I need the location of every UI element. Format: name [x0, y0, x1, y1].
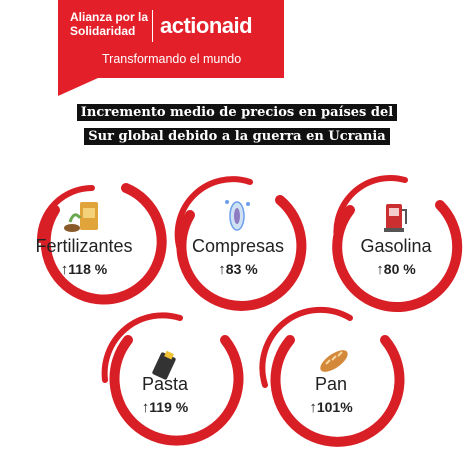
ring-gasolina [332, 175, 463, 313]
item-value: ↑101% [309, 399, 353, 416]
ring-compresas [174, 176, 307, 311]
ring-pan [259, 306, 405, 447]
fertilizer-icon [64, 202, 98, 232]
item-pan: Pan ↑101% [276, 374, 386, 416]
tagline: Transformando el mundo [102, 52, 242, 66]
item-label: Fertilizantes [35, 236, 133, 256]
item-label: Compresas [191, 236, 285, 256]
item-gasolina: Gasolina ↑80 % [338, 236, 454, 278]
item-label: Gasolina [360, 236, 432, 256]
title-line-2: Sur global debido a la guerra en Ucrania [0, 127, 474, 145]
org-name: Alianza por la Solidaridad [70, 10, 149, 38]
pasta-icon [152, 350, 176, 380]
item-pasta: Pasta ↑119 % [110, 374, 220, 416]
bread-icon [320, 350, 348, 372]
banner-notch [58, 78, 98, 96]
item-fertilizantes: Fertilizantes ↑118 % [26, 236, 142, 278]
ring-fertilizantes [37, 183, 167, 305]
fuel-pump-icon [384, 204, 407, 232]
item-value: ↑83 % [218, 261, 258, 278]
item-label: Pasta [141, 374, 189, 394]
logo-divider [152, 10, 153, 42]
sanitary-pad-icon [225, 200, 250, 231]
title-line-1: Incremento medio de precios en países de… [0, 103, 474, 121]
item-value: ↑119 % [141, 399, 189, 416]
item-compresas: Compresas ↑83 % [178, 236, 298, 278]
item-value: ↑80 % [376, 261, 416, 278]
item-label: Pan [314, 374, 348, 394]
item-value: ↑118 % [60, 261, 108, 278]
ring-pasta [101, 312, 244, 446]
brand-logo: actionaid [160, 13, 253, 38]
header-banner [58, 0, 284, 78]
